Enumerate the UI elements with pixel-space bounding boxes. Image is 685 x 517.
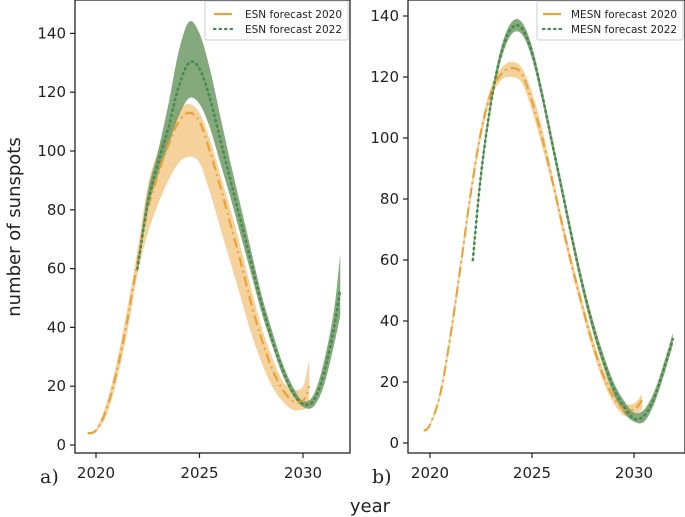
y-tick-label: 0	[56, 436, 66, 454]
series-line-0	[423, 66, 644, 432]
legend-a: ESN forecast 2020 ESN forecast 2022	[204, 0, 349, 41]
y-tick-label: 100	[370, 129, 399, 147]
x-tick-label: 2020	[411, 464, 449, 482]
y-tick-label: 20	[47, 377, 66, 395]
series-line-0	[87, 111, 311, 435]
y-tick-label: 60	[380, 251, 399, 269]
y-tick-label: 80	[47, 201, 66, 219]
y-tick-label: 40	[380, 312, 399, 330]
series-line-1	[471, 23, 675, 421]
x-tick-label: 2030	[615, 464, 653, 482]
y-tick-label: 140	[37, 24, 66, 42]
y-tick-label: 40	[47, 318, 66, 336]
y-tick-label: 0	[389, 434, 399, 452]
x-axis-label: year	[350, 496, 391, 517]
series-line-1	[136, 60, 342, 407]
y-axis-label: number of sunspots	[4, 137, 25, 317]
legend-a-item-1: ESN forecast 2022	[245, 24, 342, 36]
y-tick-label: 120	[370, 68, 399, 86]
y-tick-label: 80	[380, 190, 399, 208]
y-tick-label: 60	[47, 260, 66, 278]
panel-a-label: a)	[40, 466, 59, 488]
panel-b-label: b)	[372, 466, 392, 488]
panel-b-frame	[407, 0, 685, 454]
panel-a-frame	[74, 0, 351, 454]
y-tick-label: 100	[37, 142, 66, 160]
x-tick-label: 2030	[284, 464, 322, 482]
x-tick-label: 2025	[180, 464, 218, 482]
band-1	[472, 19, 673, 424]
panel-b: 0 20 40 60 80 100 120 140 2020 2025 2030 MESN for…	[370, 0, 685, 488]
band-0	[87, 103, 310, 435]
panel-a: 0 20 40 60 80 100 120 140 2020 2025 2030 ESN fore…	[37, 0, 351, 488]
legend-b: MESN forecast 2020 MESN forecast 2022	[536, 0, 684, 41]
y-tick-label: 20	[380, 373, 399, 391]
y-tick-label: 140	[370, 7, 399, 25]
legend-a-item-0: ESN forecast 2020	[245, 9, 342, 21]
legend-b-item-0: MESN forecast 2020	[571, 9, 677, 21]
legend-b-item-1: MESN forecast 2022	[571, 24, 677, 36]
y-tick-label: 120	[37, 83, 66, 101]
x-tick-label: 2025	[513, 464, 551, 482]
x-tick-label: 2020	[77, 464, 115, 482]
